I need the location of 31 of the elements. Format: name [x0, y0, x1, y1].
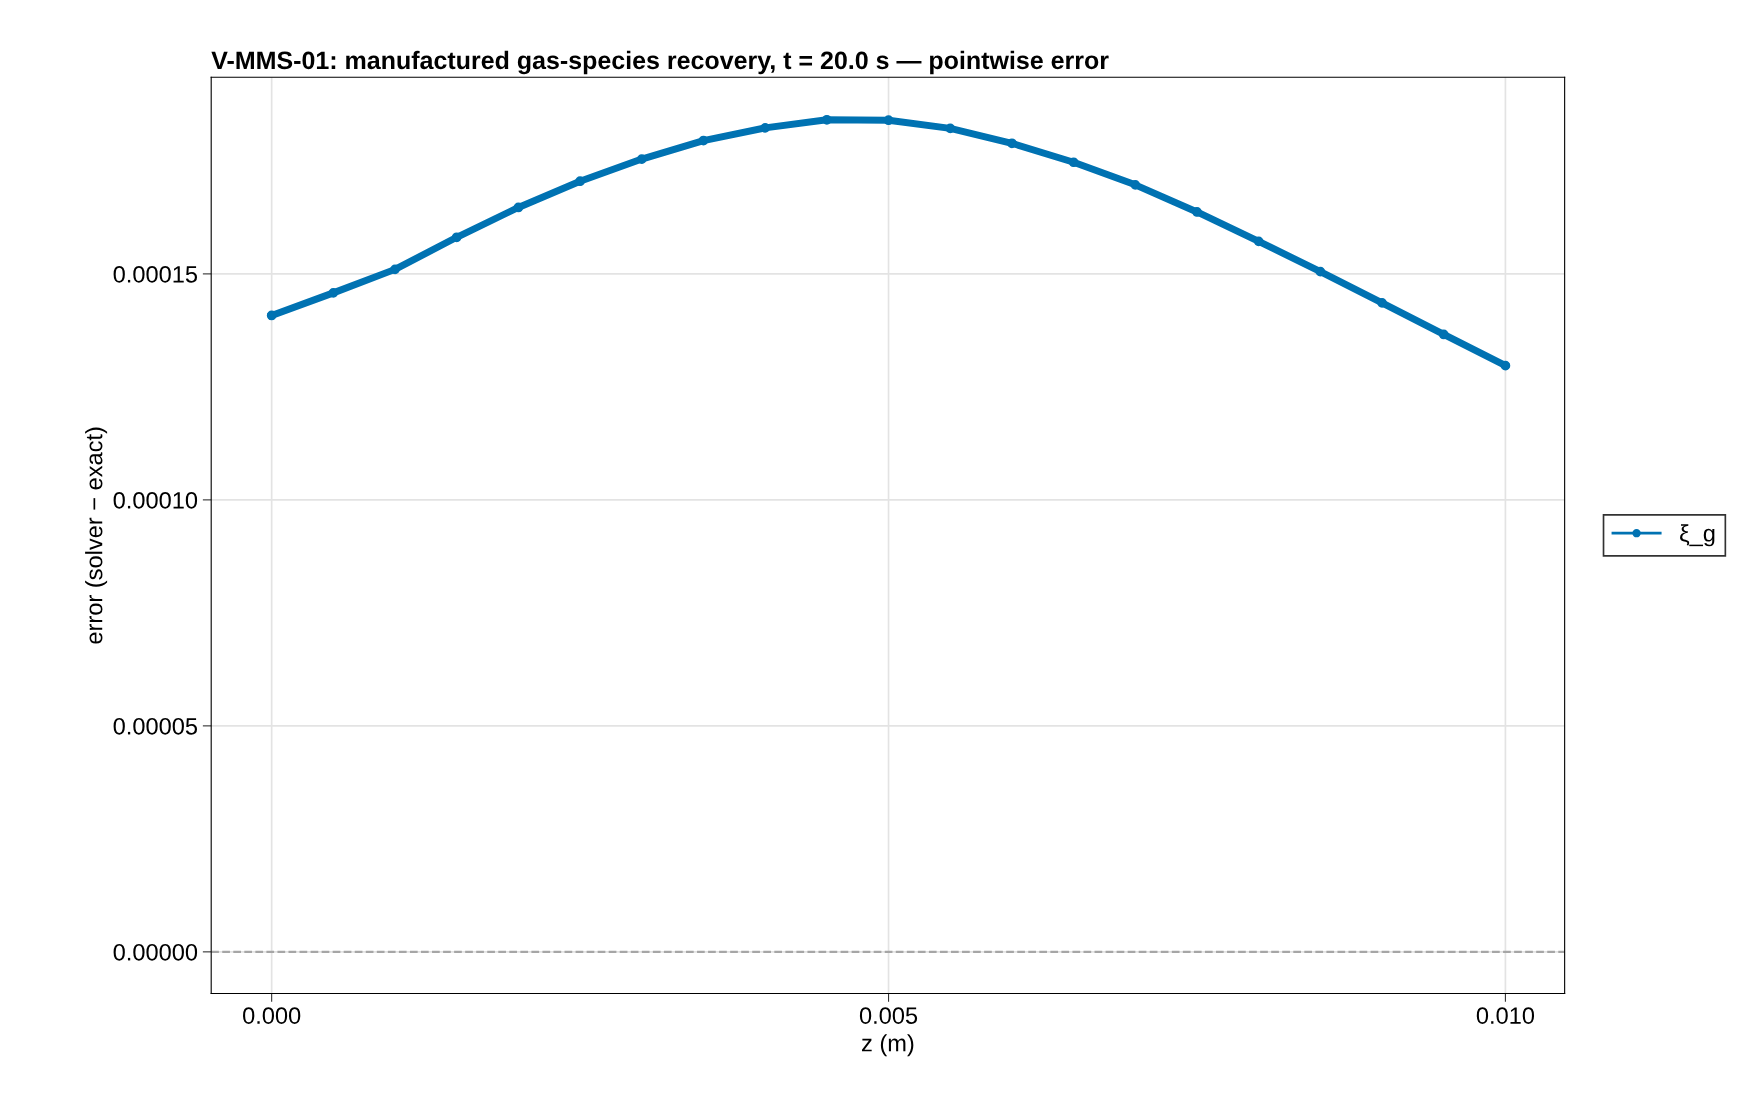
y-tick-label: 0.00005: [113, 717, 198, 735]
point: [328, 288, 339, 298]
y-tick-label: 0.00000: [113, 943, 198, 961]
point: [1130, 179, 1141, 190]
point: [266, 310, 277, 321]
legend-label: ξ_g: [1680, 524, 1715, 547]
point: [390, 264, 400, 275]
chart-title: V-MMS-01: manufactured gas-species recovery, t = 20.0 s — pointwise error: [211, 50, 1109, 75]
point: [1068, 157, 1079, 168]
y-axis-title: error (solver − exact): [85, 427, 108, 644]
x-tick-label: 0.000: [243, 1007, 301, 1024]
point: [945, 123, 956, 134]
x-tick-label: 0.010: [1476, 1007, 1535, 1024]
point: [513, 202, 524, 213]
point: [575, 176, 585, 187]
point: [760, 123, 771, 133]
y-tick-label: 0.00015: [113, 265, 198, 283]
x-tick-label: 0.005: [859, 1007, 918, 1024]
point: [883, 115, 894, 126]
point: [1377, 297, 1387, 308]
point: [451, 232, 462, 243]
point: [636, 154, 647, 164]
point: [1500, 360, 1511, 371]
y-tick-label: 0.00010: [113, 491, 198, 509]
point: [1007, 138, 1017, 149]
point: [1253, 236, 1264, 247]
point: [1438, 329, 1449, 340]
x-axis-title: z (m): [862, 1034, 914, 1057]
point: [1192, 207, 1202, 217]
point: [698, 135, 709, 146]
point: [1315, 266, 1326, 277]
